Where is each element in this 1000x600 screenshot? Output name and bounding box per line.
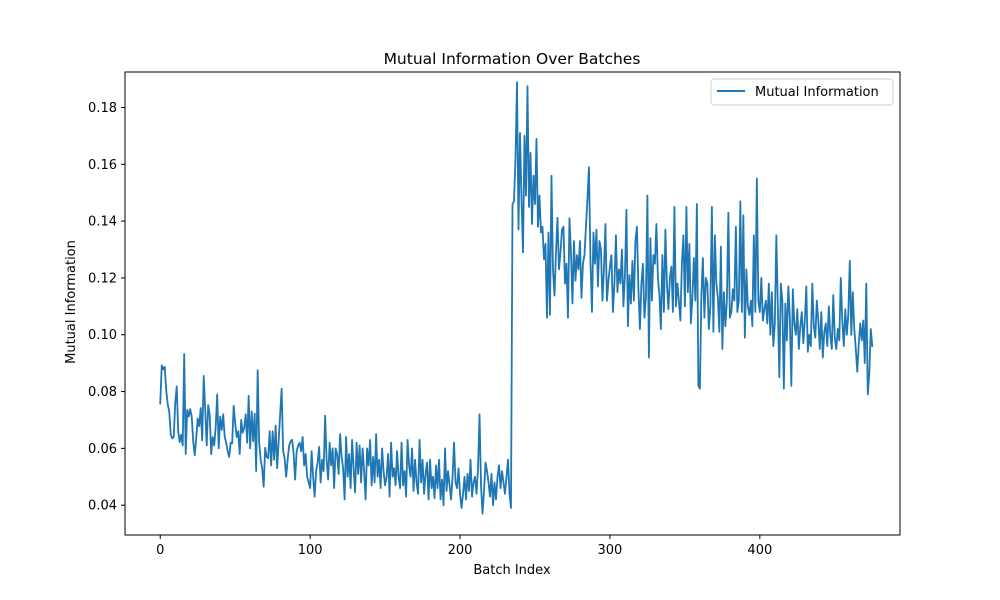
y-axis: 0.04 0.06 0.08 0.10 0.12 0.14 0.16 0.18 (88, 101, 125, 514)
x-tick-label: 400 (747, 543, 772, 558)
legend-entry-mutual-information: Mutual Information (755, 85, 879, 100)
y-tick-label: 0.10 (88, 328, 117, 343)
legend: Mutual Information (710, 78, 894, 106)
y-tick-label: 0.18 (88, 101, 117, 116)
y-tick-label: 0.14 (88, 215, 117, 230)
y-axis-label: Mutual Information (64, 240, 79, 364)
y-tick-label: 0.04 (88, 499, 117, 514)
x-tick-label: 0 (156, 543, 164, 558)
y-tick-label: 0.08 (88, 385, 117, 400)
x-axis-label: Batch Index (473, 563, 551, 578)
plot-area (124, 71, 901, 536)
x-axis: 0 100 200 300 400 (156, 535, 772, 558)
x-tick-label: 300 (598, 543, 623, 558)
x-tick-label: 100 (298, 543, 323, 558)
chart-title: Mutual Information Over Batches (384, 50, 641, 68)
series-line-mutual-information (159, 81, 874, 515)
y-tick-label: 0.12 (88, 271, 117, 286)
plot-frame (124, 71, 901, 536)
x-tick-label: 200 (448, 543, 473, 558)
legend-box (710, 78, 894, 106)
y-tick-label: 0.16 (88, 158, 117, 173)
y-tick-label: 0.06 (88, 442, 117, 457)
